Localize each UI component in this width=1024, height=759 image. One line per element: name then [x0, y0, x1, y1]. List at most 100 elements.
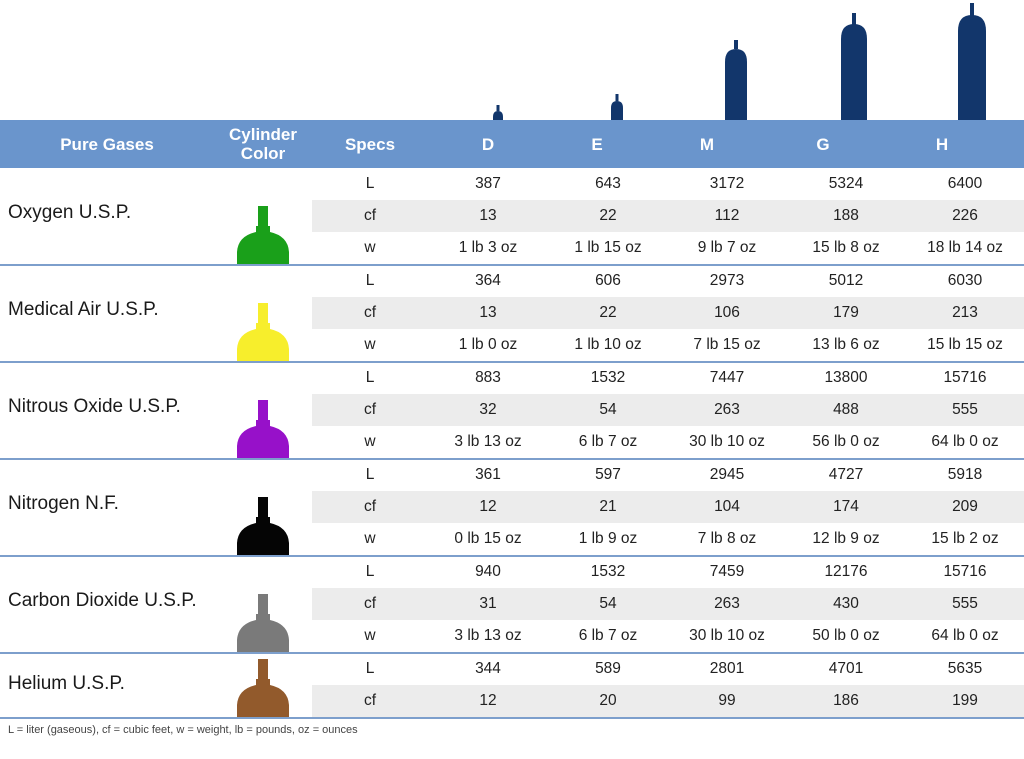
value-cell: 12	[479, 692, 497, 709]
value-cell: 188	[833, 207, 859, 224]
table-row: cf 32 54 263 488 555	[312, 394, 1024, 426]
value-cell: 4727	[828, 466, 864, 483]
value-cell: 22	[599, 207, 617, 224]
value-cell: 6 lb 7 oz	[578, 627, 638, 644]
value-cell: 7 lb 15 oz	[693, 336, 761, 353]
spec-cell: cf	[363, 595, 377, 612]
cylinder-color-icon	[236, 594, 290, 652]
value-cell: 7459	[709, 563, 745, 580]
value-cell: 64 lb 0 oz	[931, 433, 999, 450]
value-cell: 54	[599, 595, 617, 612]
value-cell: 226	[952, 207, 978, 224]
gas-name: Helium U.S.P.	[8, 673, 125, 694]
table-row: L 883 1532 7447 13800 15716	[312, 362, 1024, 394]
table-row: w 1 lb 0 oz 1 lb 10 oz 7 lb 15 oz 13 lb 6 oz…	[312, 329, 1024, 361]
gas-group: Carbon Dioxide U.S.P. L 940 1532 7459 12176 15…	[0, 556, 1024, 654]
table-row: L 364 606 2973 5012 6030	[312, 265, 1024, 297]
spec-cell: L	[365, 175, 375, 192]
value-cell: 15 lb 8 oz	[812, 239, 880, 256]
gas-group: Helium U.S.P. L 344 589 2801 4701 5635 cf 12 20 99…	[0, 653, 1024, 719]
cylinder-color-icon	[236, 659, 290, 717]
value-cell: 213	[952, 304, 978, 321]
gas-group: Medical Air U.S.P. L 364 606 2973 5012 6030 cf 1…	[0, 265, 1024, 363]
spec-cell: w	[364, 239, 376, 256]
value-cell: 1532	[590, 563, 626, 580]
gas-name: Nitrous Oxide U.S.P.	[8, 396, 181, 417]
table-row: cf 12 20 99 186 199	[312, 685, 1024, 717]
value-cell: 31	[479, 595, 497, 612]
table-row: cf 12 21 104 174 209	[312, 491, 1024, 523]
value-cell: 1 lb 0 oz	[458, 336, 518, 353]
header-size-m: M	[699, 134, 715, 154]
value-cell: 12	[479, 498, 497, 515]
spec-cell: cf	[363, 401, 377, 418]
value-cell: 555	[952, 595, 978, 612]
header-pure-gases: Pure Gases	[60, 134, 154, 154]
value-cell: 589	[595, 660, 621, 677]
value-cell: 1532	[590, 369, 626, 386]
spec-cell: L	[365, 563, 375, 580]
value-cell: 186	[833, 692, 859, 709]
value-cell: 32	[479, 401, 497, 418]
value-cell: 883	[475, 369, 501, 386]
spec-cell: w	[364, 433, 376, 450]
value-cell: 209	[952, 498, 978, 515]
value-cell: 12176	[824, 563, 868, 580]
value-cell: 2945	[709, 466, 745, 483]
value-cell: 361	[475, 466, 501, 483]
header-size-e: E	[591, 134, 603, 154]
spec-cell: cf	[363, 692, 377, 709]
spec-cell: L	[365, 369, 375, 386]
header-size-g: G	[816, 134, 830, 154]
table-row: L 387 643 3172 5324 6400	[312, 168, 1024, 200]
value-cell: 2801	[709, 660, 745, 677]
spec-cell: L	[365, 466, 375, 483]
table-header: Pure Gases Cylinder Color Specs D E M G …	[0, 120, 1024, 168]
value-cell: 13800	[824, 369, 868, 386]
cylinder-color-icon	[236, 497, 290, 555]
value-cell: 5012	[828, 272, 864, 289]
value-cell: 1 lb 15 oz	[574, 239, 642, 256]
value-cell: 15716	[943, 369, 987, 386]
value-cell: 199	[952, 692, 978, 709]
value-cell: 0 lb 15 oz	[454, 530, 522, 547]
value-cell: 364	[475, 272, 501, 289]
value-cell: 1 lb 3 oz	[458, 239, 518, 256]
gas-name: Carbon Dioxide U.S.P.	[8, 590, 197, 611]
value-cell: 6 lb 7 oz	[578, 433, 638, 450]
value-cell: 5918	[947, 466, 983, 483]
value-cell: 15716	[943, 563, 987, 580]
spec-cell: cf	[363, 304, 377, 321]
value-cell: 3172	[709, 175, 745, 192]
value-cell: 30 lb 10 oz	[689, 433, 765, 450]
table-row: w 1 lb 3 oz 1 lb 15 oz 9 lb 7 oz 15 lb 8 oz 1…	[312, 232, 1024, 264]
value-cell: 179	[833, 304, 859, 321]
gas-group: Nitrogen N.F. L 361 597 2945 4727 5918 cf 12 21 10…	[0, 459, 1024, 557]
value-cell: 99	[718, 692, 736, 709]
spec-cell: w	[364, 336, 376, 353]
footnote: L = liter (gaseous), cf = cubic feet, w …	[8, 724, 358, 736]
header-size-h: H	[935, 134, 949, 154]
header-cylinder-color: Cylinder Color	[228, 125, 298, 163]
value-cell: 7 lb 8 oz	[697, 530, 757, 547]
table-row: L 361 597 2945 4727 5918	[312, 459, 1024, 491]
value-cell: 13	[479, 207, 497, 224]
value-cell: 15 lb 15 oz	[927, 336, 1003, 353]
gas-name: Oxygen U.S.P.	[8, 202, 132, 223]
gas-name: Nitrogen N.F.	[8, 493, 119, 514]
table-row: w 3 lb 13 oz 6 lb 7 oz 30 lb 10 oz 50 lb 0 o…	[312, 620, 1024, 652]
value-cell: 430	[833, 595, 859, 612]
value-cell: 6030	[947, 272, 983, 289]
value-cell: 344	[475, 660, 501, 677]
value-cell: 5635	[947, 660, 983, 677]
value-cell: 12 lb 9 oz	[812, 530, 880, 547]
value-cell: 22	[599, 304, 617, 321]
table-row: w 3 lb 13 oz 6 lb 7 oz 30 lb 10 oz 56 lb 0 o…	[312, 426, 1024, 458]
spec-cell: w	[364, 627, 376, 644]
value-cell: 555	[952, 401, 978, 418]
value-cell: 18 lb 14 oz	[927, 239, 1003, 256]
spec-cell: L	[365, 660, 375, 677]
value-cell: 15 lb 2 oz	[931, 530, 999, 547]
value-cell: 13 lb 6 oz	[812, 336, 880, 353]
value-cell: 488	[833, 401, 859, 418]
